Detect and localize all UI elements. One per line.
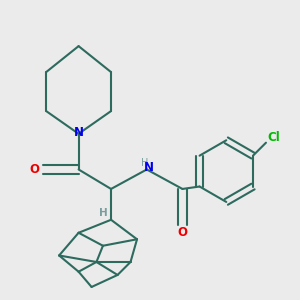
Text: O: O (178, 226, 188, 239)
Text: O: O (30, 163, 40, 176)
Text: Cl: Cl (268, 131, 281, 144)
Text: H: H (141, 158, 149, 168)
Text: H: H (99, 208, 107, 218)
Text: N: N (143, 161, 153, 174)
Text: N: N (74, 126, 84, 139)
